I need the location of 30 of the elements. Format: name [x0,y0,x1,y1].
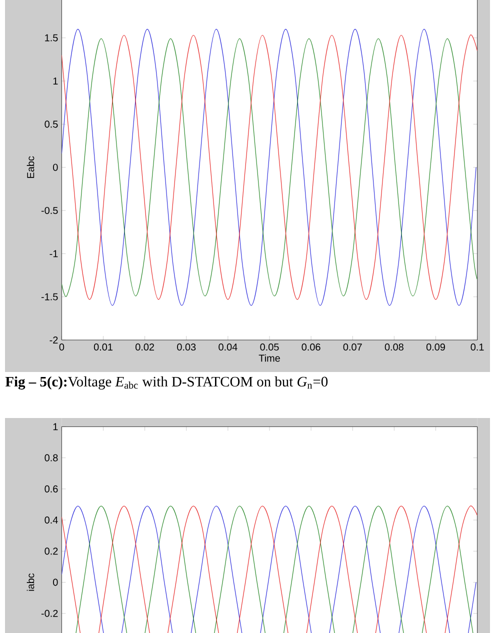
y-tick-label: -0.2 [41,610,58,617]
y-tick-label: 0 [53,164,58,171]
x-tick-label: 0.07 [343,344,362,351]
y-tick-label: 0.8 [44,454,58,462]
y-axis-title: Eabc [26,156,34,178]
x-tick-label: 0.1 [470,344,484,351]
x-tick-label: 0.08 [384,344,404,351]
x-tick-label: 0.03 [177,344,196,351]
y-axis-title: iabc [26,573,34,591]
x-tick-label: 0 [59,344,64,351]
y-tick-label: 0.6 [44,485,58,492]
y-tick-label: 0.5 [44,120,58,128]
y-tick-label: 0.2 [44,548,58,555]
y-tick-label: -1.5 [41,293,58,300]
x-tick-label: 0.05 [260,344,279,351]
text: Fig – 5(c):Voltage E$_{abc}$ with D-STATCOM on but G$_{n}$=0 [5,376,328,390]
y-tick-label: 0 [53,578,58,586]
y-tick-label: -0.5 [41,206,58,214]
x-tick-label: 0.02 [136,344,154,351]
y-tick-label: 1 [53,423,58,430]
y-tick-label: -1 [50,250,58,258]
x-axis-title: Time [258,354,280,362]
x-tick-label: 0.01 [94,344,112,351]
y-tick-label: 1 [53,78,58,84]
y-tick-label: 0.4 [44,516,58,524]
x-tick-label: 0.06 [302,344,320,351]
x-tick-label: 0.04 [218,344,238,351]
y-tick-label: 1.5 [45,34,58,42]
y-tick-label: -2 [50,336,58,344]
x-tick-label: 0.09 [426,344,445,351]
